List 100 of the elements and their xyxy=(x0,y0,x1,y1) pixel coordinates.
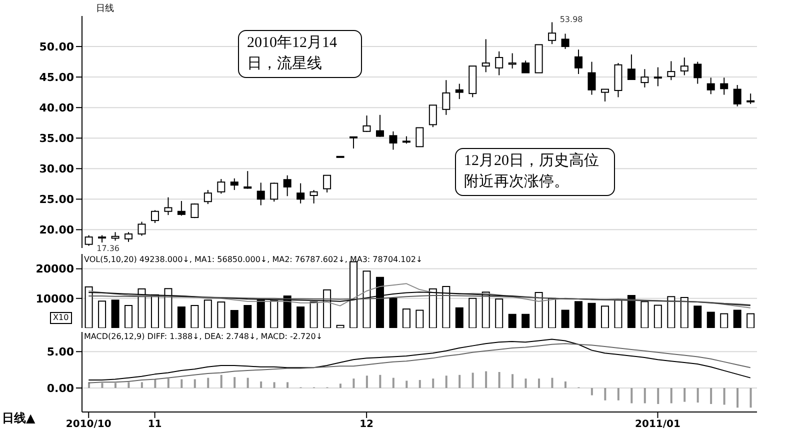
y-tick-label: 20.00 xyxy=(39,224,74,237)
bar xyxy=(296,306,305,328)
candlestick xyxy=(522,60,530,74)
bar xyxy=(720,313,728,328)
bar xyxy=(750,388,752,408)
candlestick xyxy=(428,104,437,128)
bar xyxy=(246,378,249,388)
candlestick xyxy=(482,38,490,73)
bar xyxy=(472,372,474,388)
bar xyxy=(670,388,672,404)
candlestick xyxy=(256,182,265,206)
bar xyxy=(379,374,382,388)
candlestick xyxy=(733,84,742,107)
bar xyxy=(111,300,120,328)
bar xyxy=(600,306,609,328)
bar xyxy=(696,388,699,403)
bar xyxy=(366,376,368,388)
candlestick xyxy=(746,93,755,104)
candlestick xyxy=(561,33,570,50)
bar xyxy=(733,310,742,328)
annotation: 53.98 xyxy=(560,15,583,24)
candlestick xyxy=(508,52,516,70)
annotation: MACD(26,12,9) DIFF: 1.388↓, DEA: 2.748↓, MACD: -2.720↓ xyxy=(84,332,323,342)
candlestick xyxy=(350,136,358,149)
bar xyxy=(445,376,448,388)
annotation: 17.36 xyxy=(96,244,120,253)
y-tick-label: 40.00 xyxy=(39,101,74,114)
bar xyxy=(190,305,199,328)
y-tick-label: 10000 xyxy=(36,292,74,306)
candlestick xyxy=(177,200,186,216)
bar xyxy=(551,378,554,388)
candlestick xyxy=(416,127,424,148)
y-tick-label: 0.00 xyxy=(46,382,74,395)
line-series xyxy=(88,294,751,306)
bar xyxy=(561,310,570,328)
candlestick xyxy=(680,57,688,76)
bar xyxy=(98,300,106,328)
candlestick xyxy=(164,196,172,216)
candlestick xyxy=(640,68,649,88)
bar xyxy=(512,374,514,388)
bar xyxy=(140,382,143,388)
bar xyxy=(498,372,500,388)
candlestick xyxy=(376,114,384,138)
bar xyxy=(339,384,342,388)
candlestick xyxy=(574,49,583,74)
candlestick xyxy=(150,210,159,224)
candlestick xyxy=(124,232,133,242)
bar xyxy=(114,382,116,388)
candlestick xyxy=(706,77,715,95)
y-tick-label: 45.00 xyxy=(39,70,74,84)
bar xyxy=(194,379,196,388)
bar xyxy=(128,382,130,388)
candlestick xyxy=(667,60,676,81)
candlestick xyxy=(720,77,728,96)
bar xyxy=(220,374,222,388)
x-tick-label: 2010/10 xyxy=(66,419,112,430)
candlestick xyxy=(654,66,662,87)
bar xyxy=(604,388,606,400)
y-tick-label: 25.00 xyxy=(39,193,74,206)
bar xyxy=(406,380,408,388)
bar xyxy=(234,377,236,388)
bar xyxy=(458,374,461,388)
bar xyxy=(217,301,226,328)
bar xyxy=(657,388,660,404)
bar xyxy=(522,314,530,328)
candlestick xyxy=(389,130,398,150)
text: X10 xyxy=(50,312,72,324)
candlestick xyxy=(283,174,292,197)
bar xyxy=(389,298,398,328)
candlestick xyxy=(627,54,636,80)
candlestick xyxy=(442,80,450,116)
bar xyxy=(260,381,262,388)
bar xyxy=(230,310,238,328)
candlestick xyxy=(362,115,371,132)
bar xyxy=(694,306,702,328)
y-tick-label: 20000 xyxy=(36,262,74,276)
y-tick-label: 30.00 xyxy=(39,162,74,176)
candlestick xyxy=(296,182,305,204)
bar xyxy=(286,382,289,388)
candlestick xyxy=(204,190,212,205)
bar xyxy=(418,380,421,388)
annotation: 2010年12月14日，流星线 xyxy=(238,30,362,78)
bar xyxy=(180,379,183,388)
candlestick xyxy=(588,61,596,96)
bar xyxy=(617,388,620,400)
y-tick-label: 35.00 xyxy=(39,132,74,146)
text: 日线▲ xyxy=(2,411,36,425)
candlestick xyxy=(84,234,93,246)
candlestick xyxy=(230,178,238,190)
bar xyxy=(736,388,739,408)
bar xyxy=(244,305,252,328)
bar xyxy=(574,301,583,328)
bar xyxy=(524,378,527,388)
bar xyxy=(538,378,540,388)
bar xyxy=(723,388,726,405)
bar xyxy=(101,382,104,388)
x-tick-label: 11 xyxy=(148,419,162,430)
candlestick xyxy=(548,22,556,45)
bar xyxy=(273,382,276,388)
candlestick xyxy=(455,83,464,100)
